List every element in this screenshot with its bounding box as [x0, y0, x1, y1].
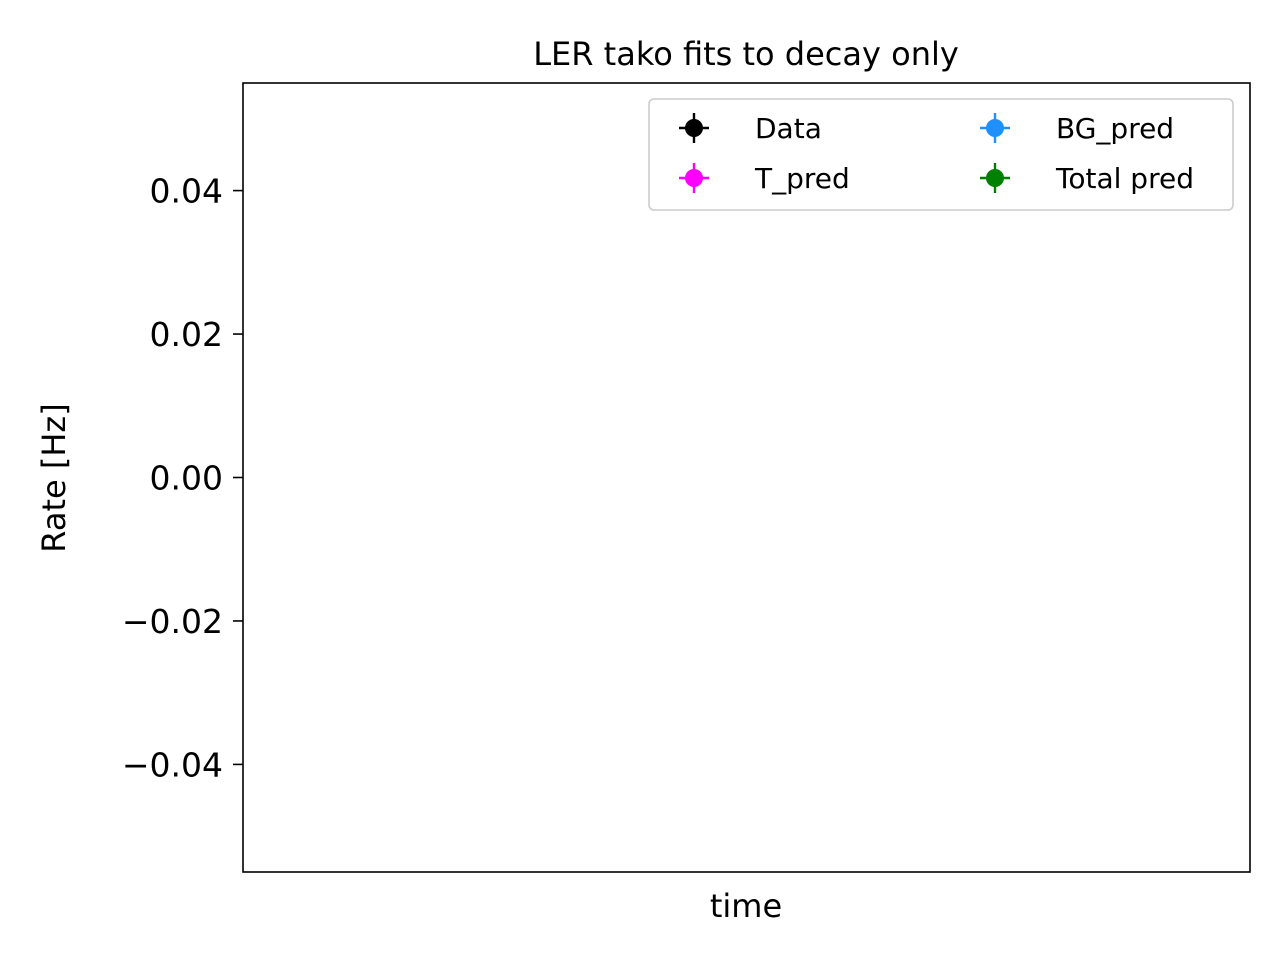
x-axis-label: time [710, 887, 782, 925]
y-tick-label: 0.00 [150, 459, 223, 498]
legend-entry: Data [679, 112, 822, 145]
y-tick-label: −0.04 [122, 745, 223, 784]
chart-title: LER tako fits to decay only [533, 35, 959, 73]
y-tick-label: 0.02 [150, 315, 223, 354]
legend-label: T_pred [754, 162, 850, 195]
y-tick-label: −0.02 [122, 602, 223, 641]
legend-entry: Total pred [980, 162, 1194, 195]
y-axis-label: Rate [Hz] [35, 403, 73, 552]
legend-marker-dot [685, 119, 703, 137]
y-axis-ticks: 0.04 0.02 0.00 −0.02 −0.04 [122, 172, 243, 784]
y-tick-label: 0.04 [150, 172, 223, 211]
legend-marker-dot [986, 119, 1004, 137]
legend-label: Total pred [1055, 162, 1194, 195]
legend-label: BG_pred [1056, 112, 1174, 145]
legend: Data T_pred BG_pred Total pred [648, 98, 1234, 211]
legend-entry: BG_pred [980, 112, 1174, 145]
legend-marker-dot [986, 169, 1004, 187]
legend-frame [648, 98, 1234, 211]
legend-entry: T_pred [679, 162, 850, 195]
legend-label: Data [755, 112, 822, 145]
legend-marker-dot [685, 169, 703, 187]
